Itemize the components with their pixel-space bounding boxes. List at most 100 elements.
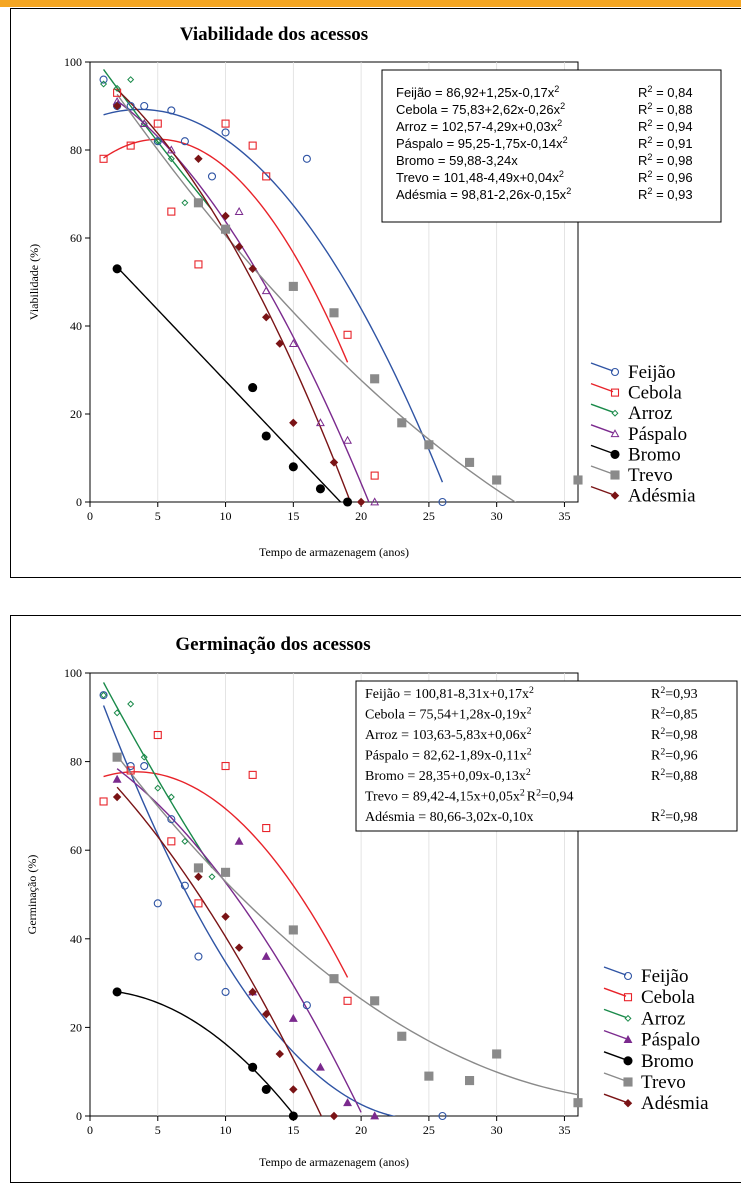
point-adesmia	[112, 101, 122, 111]
point-adesmia	[262, 312, 271, 322]
legend-label-feijao: Feijão	[641, 966, 689, 987]
x-tick-label: 30	[491, 509, 503, 523]
legend-line-arroz	[603, 1008, 627, 1019]
point-cebola	[126, 141, 135, 150]
equation-text: Adésmia = 98,81-2,26x-0,15x2	[396, 186, 571, 202]
legend-label-cebola: Cebola	[628, 383, 682, 404]
x-tick-label: 5	[155, 509, 161, 523]
point-arroz	[140, 753, 148, 761]
legend-marker-paspalo	[623, 1034, 633, 1043]
point-bromo	[248, 1062, 258, 1072]
x-tick-label: 20	[355, 509, 367, 523]
y-tick-label: 40	[70, 932, 82, 946]
point-paspalo	[370, 1111, 380, 1120]
legend-marker-trevo	[623, 1077, 633, 1087]
y-tick-label: 20	[70, 1020, 82, 1034]
point-arroz	[208, 873, 216, 881]
x-tick-label: 15	[287, 1123, 299, 1137]
legend-line-feijao	[603, 966, 627, 976]
plot-frame	[89, 61, 579, 503]
r-squared-text: R2=0,98	[651, 808, 698, 825]
point-feijao	[221, 128, 230, 137]
point-adesmia	[356, 497, 366, 507]
point-trevo	[112, 752, 122, 762]
y-axis-label: Germinação (%)	[25, 855, 39, 935]
equation-box: Feijão = 100,81-8,31x+0,17x2 R2=0,93 Cebol…	[355, 680, 738, 832]
equation-text: Cebola = 75,54+1,28x-0,19x2	[365, 706, 532, 723]
point-paspalo	[234, 206, 244, 215]
point-paspalo	[315, 418, 325, 427]
point-feijao	[438, 1111, 447, 1121]
equation-text: Páspalo = 82,62-1,89x-0,11x2	[365, 747, 532, 764]
fit-line-trevo	[116, 93, 517, 502]
y-axis-label: Viabilidade (%)	[27, 244, 41, 320]
equation-text: Adésmia = 80,66-3,02x-0,10x	[365, 810, 534, 825]
point-trevo	[492, 475, 502, 485]
legend-label-cebola: Cebola	[641, 987, 695, 1008]
y-tick-label: 60	[70, 231, 82, 245]
point-adesmia	[329, 1111, 339, 1121]
point-bromo	[343, 497, 353, 507]
point-arroz	[100, 80, 108, 88]
point-bromo	[112, 264, 122, 274]
point-adesmia	[112, 792, 122, 802]
point-feijao	[99, 75, 108, 84]
r-squared-text: R2 = 0,94	[638, 118, 693, 134]
point-arroz	[127, 700, 135, 708]
r-squared-text: R2 = 0,88	[638, 101, 693, 117]
point-cebola	[126, 766, 135, 775]
legend-line-feijao	[590, 362, 614, 372]
y-tick-label: 20	[70, 407, 82, 421]
point-paspalo	[288, 338, 298, 347]
y-tick-label: 40	[70, 319, 82, 333]
point-paspalo	[234, 836, 244, 845]
legend-marker-bromo	[610, 449, 620, 459]
point-feijao	[167, 815, 176, 824]
point-bromo	[248, 383, 258, 393]
point-cebola	[262, 824, 271, 833]
legend-marker-feijao	[623, 971, 633, 981]
point-adesmia	[275, 1049, 284, 1059]
chart-viabilidade: Viabilidade dos acessos 0 5 10 15 20 25 30 35 0 20…	[27, 24, 722, 559]
legend-marker-bromo	[623, 1056, 633, 1066]
x-tick-label: 20	[355, 1123, 367, 1137]
point-cebola	[153, 119, 162, 128]
x-tick-label: 5	[155, 1123, 161, 1137]
y-tick-label: 80	[70, 143, 82, 157]
point-arroz	[100, 691, 108, 699]
legend-label-paspalo: Páspalo	[628, 424, 687, 445]
legend-marker-arroz	[611, 409, 619, 417]
point-trevo	[221, 224, 231, 234]
point-paspalo	[370, 497, 380, 506]
x-tick-label: 0	[87, 1123, 93, 1137]
y-tick-label: 0	[76, 495, 82, 509]
fit-line-trevo	[116, 755, 578, 1096]
legend-label-bromo: Bromo	[628, 444, 681, 465]
point-trevo	[397, 1031, 407, 1041]
point-bromo	[112, 987, 122, 997]
fit-line-bromo	[117, 991, 294, 1115]
point-paspalo	[261, 951, 271, 960]
legend-line-cebola	[603, 987, 627, 997]
chart-title: Germinação dos acessos	[175, 634, 370, 655]
x-tick-label: 15	[287, 509, 299, 523]
point-bromo	[288, 1111, 298, 1121]
point-arroz	[154, 784, 162, 792]
point-feijao	[140, 101, 149, 111]
point-cebola	[248, 141, 257, 150]
chart-panel-germinacao: Germinação dos acessos 0 5 10 15 20 25 30 35 0 20 4…	[10, 615, 741, 1183]
fit-line-bromo	[116, 266, 342, 502]
fit-line-feijao	[103, 108, 444, 483]
point-bromo	[261, 1084, 271, 1094]
legend-line-bromo	[603, 1051, 627, 1061]
point-trevo	[193, 863, 203, 873]
point-feijao	[167, 106, 176, 115]
point-cebola	[153, 730, 162, 740]
r-squared-text: R2 = 0,98	[638, 152, 693, 168]
point-adesmia	[262, 1009, 271, 1019]
point-cebola	[194, 899, 203, 908]
legend-label-adesmia: Adésmia	[641, 1093, 709, 1114]
fit-line-cebola	[103, 138, 349, 363]
legend-line-adesmia	[590, 485, 614, 496]
x-tick-label: 35	[558, 1123, 570, 1137]
